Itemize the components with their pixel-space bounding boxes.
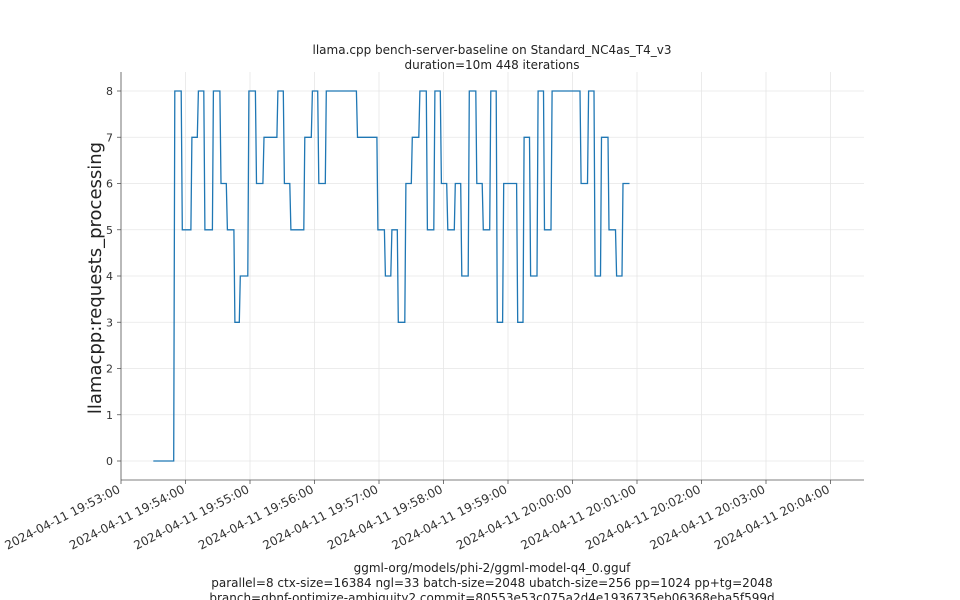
x-tick-label: 2024-04-11 19:57:00 — [260, 482, 380, 552]
chart-subtitle: duration=10m 448 iterations — [405, 58, 580, 72]
x-tick-label: 2024-04-11 19:55:00 — [131, 482, 251, 552]
y-tick-label: 2 — [106, 363, 113, 376]
x-tick-label: 2024-04-11 19:54:00 — [67, 482, 187, 552]
x-tick-label: 2024-04-11 20:02:00 — [583, 482, 703, 552]
x-tick-label: 2024-04-11 20:03:00 — [647, 482, 767, 552]
series-layer — [153, 90, 630, 462]
x-tick-label: 2024-04-11 19:59:00 — [389, 482, 509, 552]
y-tick-label: 3 — [106, 316, 113, 329]
grid-lines — [120, 72, 864, 480]
y-tick-label: 4 — [106, 270, 113, 283]
x-tick-label: 2024-04-11 19:58:00 — [325, 482, 445, 552]
footer-model: ggml-org/models/phi-2/ggml-model-q4_0.gg… — [354, 561, 632, 575]
y-tick-label: 5 — [106, 224, 113, 237]
y-ticks: 0 1 2 3 4 5 6 7 8 — [106, 85, 121, 468]
series-line — [153, 90, 630, 462]
y-tick-label: 1 — [106, 409, 113, 422]
y-tick-label: 8 — [106, 85, 113, 98]
footer-branch: branch=gbnf-optimize-ambiguity2 commit=8… — [209, 591, 774, 600]
chart-title: llama.cpp bench-server-baseline on Stand… — [313, 43, 672, 57]
x-tick-label: 2024-04-11 20:00:00 — [454, 482, 574, 552]
y-tick-label: 7 — [106, 131, 113, 144]
y-tick-label: 6 — [106, 178, 113, 191]
y-axis-label: llamacpp:requests_processing — [85, 142, 106, 414]
x-tick-label: 2024-04-11 19:53:00 — [2, 482, 122, 552]
x-tick-label: 2024-04-11 20:01:00 — [518, 482, 638, 552]
x-tick-label: 2024-04-11 20:04:00 — [712, 482, 832, 552]
footer-params: parallel=8 ctx-size=16384 ngl=33 batch-s… — [211, 576, 772, 590]
x-tick-label: 2024-04-11 19:56:00 — [196, 482, 316, 552]
y-tick-label: 0 — [106, 455, 113, 468]
